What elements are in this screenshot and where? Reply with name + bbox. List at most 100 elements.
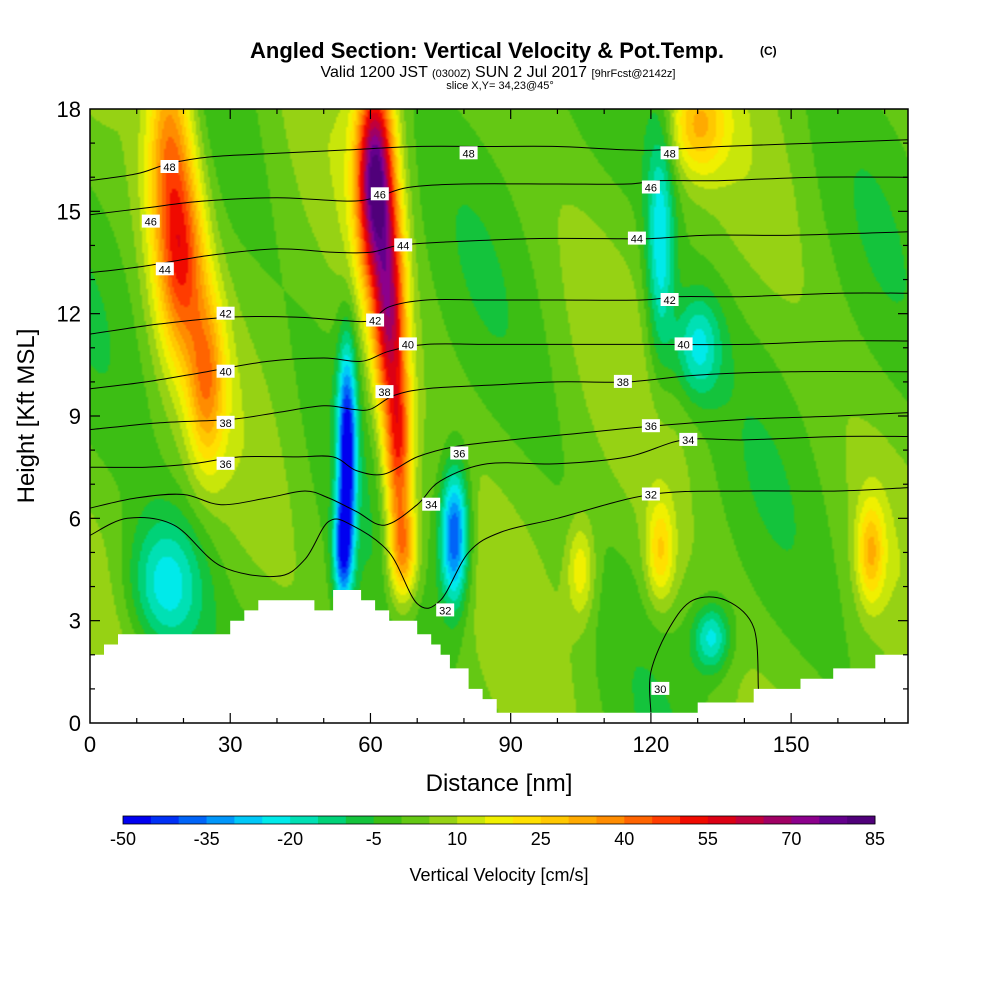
colorbar-tick-label: 85 <box>865 829 885 849</box>
contour-label-text: 40 <box>219 367 231 379</box>
isentrope-label-46: 46 <box>141 214 160 229</box>
contour-label-text: 48 <box>462 148 474 160</box>
isentrope-label-40: 40 <box>674 337 693 351</box>
x-tick-label: 120 <box>633 732 670 757</box>
colorbar-tick-label: 40 <box>614 829 634 849</box>
contour-label-text: 38 <box>219 418 231 430</box>
x-tick-label: 150 <box>773 732 810 757</box>
y-tick-label: 12 <box>57 302 81 327</box>
x-tick-label: 0 <box>84 732 96 757</box>
colorbar-swatch <box>401 816 430 824</box>
contour-label-text: 30 <box>654 684 666 696</box>
chart-slice-label: slice X,Y= 34,23@45° <box>446 80 554 92</box>
contour-label-bg <box>660 293 679 306</box>
y-tick-label: 6 <box>69 506 81 531</box>
isentrope-38 <box>90 370 908 431</box>
isentrope-label-42: 42 <box>660 293 679 307</box>
contour-label-bg <box>375 385 394 399</box>
contour-label-text: 32 <box>645 490 657 502</box>
colorbar-frame <box>122 815 876 825</box>
x-tick-label: 90 <box>498 732 522 757</box>
contour-label-text: 44 <box>397 240 409 252</box>
isentrope-30 <box>649 596 759 713</box>
contour-label-bg <box>674 337 693 351</box>
colorbar-tick-label: -5 <box>366 829 382 849</box>
colorbar-swatch <box>317 816 347 824</box>
contour-label-bg <box>216 364 235 378</box>
y-tick-label: 15 <box>57 199 81 224</box>
contour-labels: 30 32 34 36 38 40 42 44 46 48 48 48 46 46 44 44 42 42 40 40… <box>141 146 698 696</box>
colorbar-swatch <box>429 816 458 824</box>
colorbar-swatch <box>262 816 291 824</box>
contour-label-bg <box>641 419 660 433</box>
contour-label-bg <box>394 238 413 252</box>
y-tick-label: 3 <box>69 609 81 634</box>
contour-label-text: 34 <box>425 500 437 512</box>
colorbar-swatch <box>707 816 737 824</box>
colorbar-swatch <box>568 816 597 824</box>
y-tick-label: 0 <box>69 711 81 736</box>
colorbar-swatch <box>345 816 375 824</box>
colorbar-swatch <box>791 816 820 824</box>
contour-label-text: 46 <box>145 217 157 229</box>
colorbar-swatch <box>206 816 235 824</box>
isentrope-label-42: 42 <box>216 306 235 321</box>
contour-label-text: 34 <box>682 435 694 447</box>
isentrope-label-36: 36 <box>641 419 660 433</box>
contour-label-text: 48 <box>663 148 675 160</box>
contour-label-bg <box>141 214 160 228</box>
isentrope-label-46: 46 <box>641 180 660 195</box>
isentrope-32 <box>90 487 908 609</box>
isentrope-label-36: 36 <box>450 446 469 461</box>
colorbar-swatch <box>680 816 709 824</box>
subtitle-zulu: (0300Z) <box>432 68 471 80</box>
contour-label-bg <box>366 313 385 327</box>
colorbar-swatch <box>819 816 848 824</box>
isentrope-44 <box>90 231 908 274</box>
contour-label-bg <box>613 374 632 388</box>
isentrope-label-38: 38 <box>375 385 394 399</box>
subtitle-forecast: [9hrFcst@2142z] <box>592 68 676 80</box>
contour-label-text: 36 <box>645 421 657 433</box>
colorbar-swatch <box>847 816 876 824</box>
x-axis: 0 30 60 90 120 150 <box>84 109 886 757</box>
contour-label-bg <box>450 446 469 460</box>
contour-label-bg <box>660 146 679 160</box>
contour-label-bg <box>627 231 646 245</box>
contour-label-bg <box>216 306 235 320</box>
isentrope-46 <box>90 176 908 216</box>
contour-label-text: 46 <box>645 183 657 195</box>
colorbar-swatch <box>652 816 681 824</box>
isentrope-label-36: 36 <box>216 456 235 471</box>
contour-label-bg <box>216 456 235 470</box>
contour-label-bg <box>436 603 455 617</box>
vertical-velocity-field <box>90 109 908 723</box>
contour-label-bg <box>155 262 174 276</box>
colorbar-swatch <box>512 816 542 824</box>
plot-area: 30 32 34 36 38 40 42 44 46 48 48 48 46 46 44 44 42 42 40 40… <box>90 109 908 723</box>
colorbar-swatch <box>150 816 180 824</box>
contour-label-bg <box>422 497 441 511</box>
isentrope-label-32: 32 <box>436 603 455 617</box>
colorbar-tick-label: -35 <box>194 829 220 849</box>
isentrope-label-38: 38 <box>216 415 235 430</box>
contour-label-text: 42 <box>219 309 231 321</box>
contour-label-bg <box>459 146 478 160</box>
colorbar-tick-label: 25 <box>531 829 551 849</box>
contour-label-text: 46 <box>374 189 386 201</box>
colorbar-tick-label: -50 <box>110 829 136 849</box>
colorbar-swatch <box>485 816 514 824</box>
y-tick-label: 9 <box>69 404 81 429</box>
colorbar-swatch <box>457 816 486 824</box>
isentrope-label-44: 44 <box>155 262 174 276</box>
contour-label-text: 48 <box>163 162 175 174</box>
contour-label-bg <box>398 337 417 351</box>
colorbar: -50 -35 -20 -5 10 25 40 55 70 85 <box>110 815 885 849</box>
isentrope-label-34: 34 <box>422 497 441 512</box>
contour-label-text: 44 <box>159 264 171 276</box>
isentrope-label-42: 42 <box>366 313 385 328</box>
colorbar-swatch <box>540 816 570 824</box>
isentrope-label-30: 30 <box>651 681 670 696</box>
isentrope-label-48: 48 <box>660 146 679 160</box>
